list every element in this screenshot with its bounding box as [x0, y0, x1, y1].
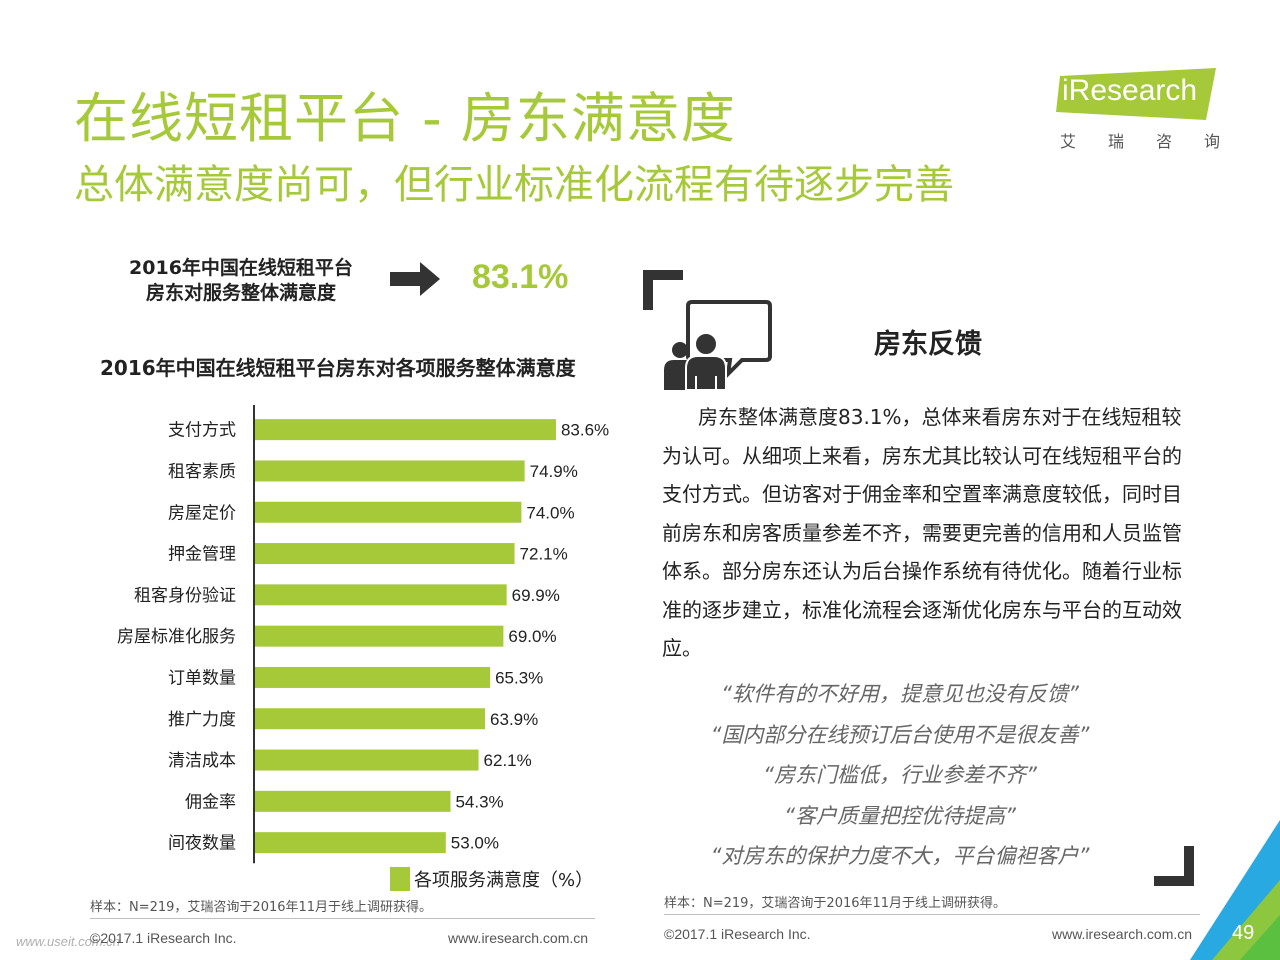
category-label: 清洁成本	[168, 751, 236, 771]
legend-label: 各项服务满意度（%）	[414, 870, 594, 891]
website-left: www.iresearch.com.cn	[448, 930, 589, 946]
right-arrow-icon	[390, 262, 440, 296]
feedback-body: 房东整体满意度83.1%，总体来看房东对于在线短租较为认可。从细项上来看，房东尤…	[662, 405, 1182, 660]
logo-char: 瑞	[1107, 132, 1124, 151]
bar	[255, 666, 491, 688]
value-label: 53.0%	[451, 834, 499, 853]
overall-satisfaction-value: 83.1%	[472, 258, 569, 296]
chart-title: 2016年中国在线短租平台房东对各项服务整体满意度	[100, 356, 576, 380]
value-label: 69.9%	[512, 586, 560, 605]
sample-note-left: 样本：N=219，艾瑞咨询于2016年11月于线上调研获得。	[90, 900, 433, 915]
quote: “房东门槛低，行业参差不齐”	[763, 763, 1037, 787]
bar	[255, 708, 486, 730]
chart-legend: 各项服务满意度（%）	[390, 866, 593, 892]
legend-swatch	[390, 867, 410, 891]
value-label: 63.9%	[490, 710, 538, 729]
logo-banner-shape	[1056, 68, 1216, 120]
logo-char: 询	[1203, 132, 1220, 151]
bar	[255, 790, 451, 812]
bar	[255, 419, 556, 441]
value-label: 54.3%	[455, 792, 503, 811]
category-label: 押金管理	[168, 545, 236, 565]
watermark: www.useit.com.cn	[16, 934, 121, 949]
corner-decoration	[1190, 820, 1280, 960]
people-chat-icon	[664, 300, 772, 390]
page-subtitle: 总体满意度尚可，但行业标准化流程有待逐步完善	[74, 162, 954, 208]
logo-char: 艾	[1060, 132, 1077, 151]
bracket-top-left	[643, 270, 683, 310]
bar	[255, 625, 504, 647]
value-label: 74.0%	[526, 503, 574, 522]
quote: “国内部分在线预订后台使用不是很友善”	[710, 722, 1090, 747]
value-label: 65.3%	[495, 668, 543, 687]
logo-subtitle: 艾 瑞 咨 询	[1060, 128, 1220, 152]
copyright-right: ©2017.1 iResearch Inc.	[664, 926, 811, 942]
bar	[255, 749, 479, 771]
category-label: 佣金率	[185, 792, 236, 812]
satisfaction-bar-chart: 支付方式 83.6% 租客素质 74.9% 房屋定价 74.0% 押金管理 72.1% 租客身份…	[117, 405, 609, 864]
page-title: 在线短租平台 - 房东满意度	[74, 87, 736, 150]
logo-brand-text: iResearch	[1062, 74, 1198, 107]
bar	[255, 584, 507, 606]
category-label: 租客素质	[168, 462, 236, 482]
bar	[255, 832, 446, 854]
quote: “对房东的保护力度不大，平台偏袒客户”	[710, 844, 1090, 868]
bar	[255, 460, 525, 482]
value-label: 72.1%	[520, 545, 568, 564]
category-label: 房屋标准化服务	[117, 627, 236, 647]
website-right: www.iresearch.com.cn	[1052, 926, 1193, 942]
value-label: 74.9%	[530, 462, 578, 481]
category-label: 订单数量	[168, 668, 236, 688]
logo-char: 咨	[1155, 132, 1172, 151]
feedback-title: 房东反馈	[874, 329, 982, 360]
quote: “客户质量把控优待提高”	[784, 803, 1016, 828]
overall-label-line: 2016年中国在线短租平台	[129, 257, 353, 279]
value-label: 69.0%	[508, 627, 556, 646]
bar	[255, 543, 515, 565]
bar	[255, 501, 522, 523]
copyright-left: ©2017.1 iResearch Inc.	[90, 930, 237, 946]
footer-divider-left	[90, 918, 595, 919]
bracket-bottom-right	[1154, 846, 1194, 886]
category-label: 支付方式	[168, 421, 236, 441]
iresearch-logo: iResearch 艾 瑞 咨 询	[1056, 66, 1220, 156]
overall-label-line: 房东对服务整体满意度	[145, 282, 336, 304]
sample-note-right: 样本：N=219，艾瑞咨询于2016年11月于线上调研获得。	[664, 896, 1007, 911]
page-number: 49	[1232, 922, 1255, 944]
value-label: 83.6%	[561, 421, 609, 440]
footer-divider-right	[664, 914, 1200, 915]
quote: “软件有的不好用，提意见也没有反馈”	[721, 682, 1079, 706]
category-label: 租客身份验证	[134, 586, 236, 606]
category-label: 推广力度	[168, 710, 236, 730]
overall-satisfaction-label: 2016年中国在线短租平台 房东对服务整体满意度	[110, 256, 372, 306]
value-label: 62.1%	[484, 751, 532, 770]
category-label: 间夜数量	[168, 834, 236, 854]
landlord-quotes: “软件有的不好用，提意见也没有反馈” “国内部分在线预订后台使用不是很友善” “…	[650, 674, 1150, 877]
category-label: 房屋定价	[168, 503, 236, 523]
